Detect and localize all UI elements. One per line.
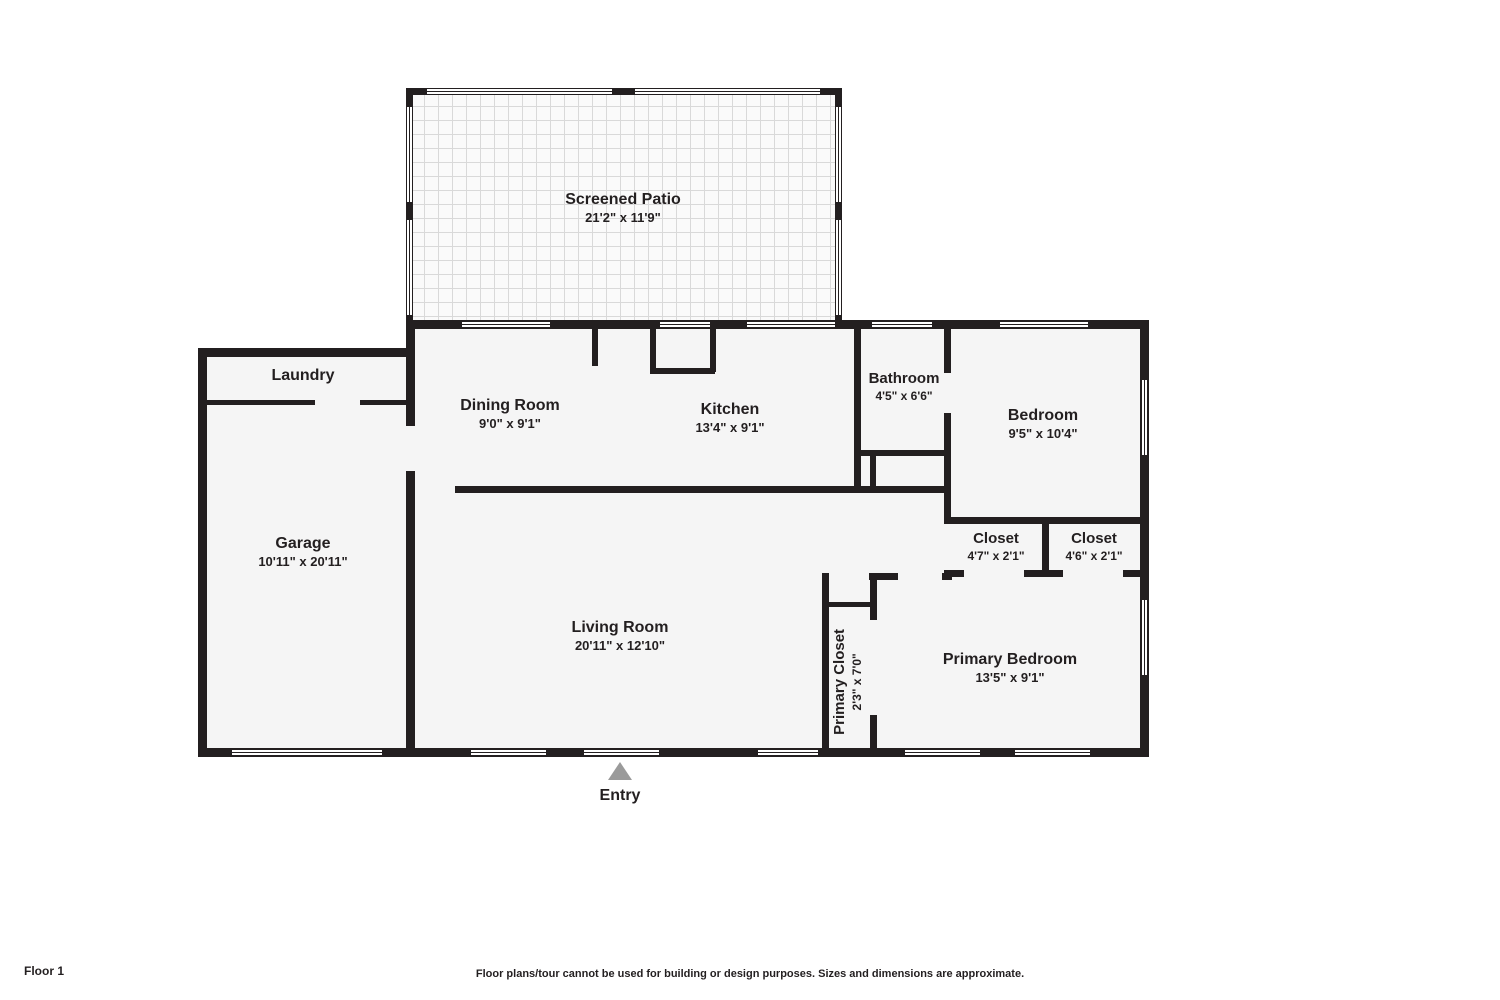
bathroom-label: Bathroom 4'5" x 6'6" (856, 370, 952, 404)
floorplan-canvas: Screened Patio 21'2" x 11'9" Laundry Gar… (0, 0, 1500, 1000)
primary-bedroom-label: Primary Bedroom 13'5" x 9'1" (910, 650, 1110, 686)
patio-label: Screened Patio 21'2" x 11'9" (523, 190, 723, 226)
dining-label: Dining Room 9'0" x 9'1" (430, 396, 590, 432)
entry-label: Entry (570, 786, 670, 806)
garage-label: Garage 10'11" x 20'11" (228, 534, 378, 570)
footer-disclaimer: Floor plans/tour cannot be used for buil… (0, 968, 1500, 980)
bedroom-label: Bedroom 9'5" x 10'4" (968, 406, 1118, 442)
primary-closet-label: Primary Closet 2'3" x 7'0" (831, 622, 865, 742)
living-label: Living Room 20'11" x 12'10" (530, 618, 710, 654)
entry-icon (608, 762, 632, 780)
closet2-label: Closet 4'6" x 2'1" (1048, 530, 1140, 564)
closet1-label: Closet 4'7" x 2'1" (950, 530, 1042, 564)
laundry-label: Laundry (228, 366, 378, 386)
kitchen-label: Kitchen 13'4" x 9'1" (660, 400, 800, 436)
